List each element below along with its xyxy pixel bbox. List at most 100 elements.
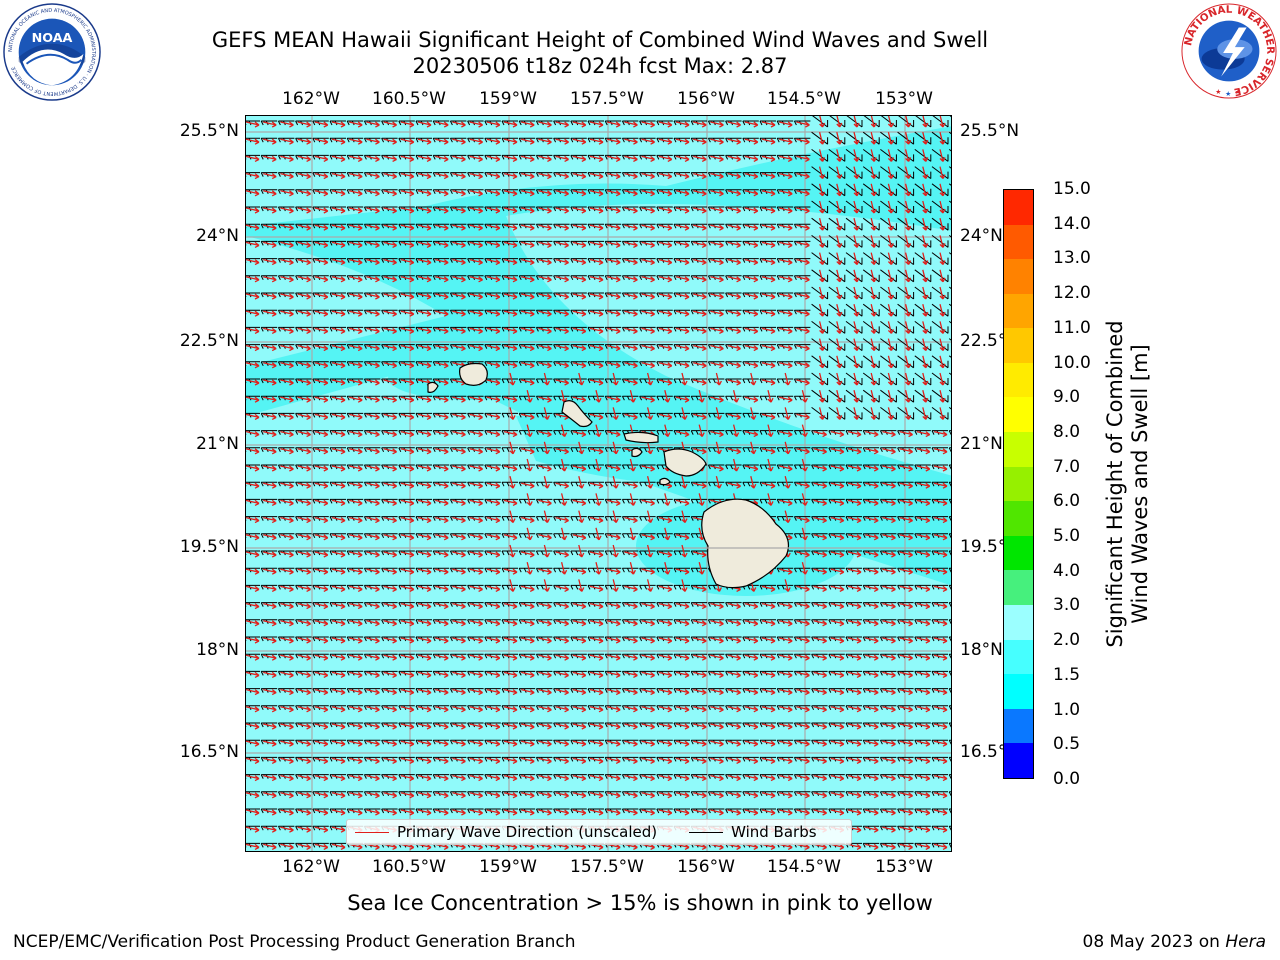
- wind-barb: [673, 550, 690, 556]
- wave-direction-arrow: [951, 672, 952, 677]
- wave-direction-arrow: [922, 338, 929, 352]
- wave-direction-arrow: [830, 499, 845, 506]
- wave-direction-arrow: [366, 740, 380, 747]
- wave-direction-arrow: [400, 121, 415, 128]
- wave-direction-arrow: [486, 396, 501, 403]
- wave-direction-arrow: [503, 276, 518, 283]
- wave-direction-arrow: [452, 190, 466, 197]
- wind-barb: [880, 321, 897, 334]
- wind-barb: [725, 430, 742, 435]
- wave-direction-arrow: [331, 774, 346, 782]
- wave-direction-arrow: [383, 276, 397, 283]
- wave-direction-arrow: [624, 551, 638, 558]
- wave-direction-arrow: [779, 637, 793, 644]
- wave-direction-arrow: [538, 809, 552, 816]
- wave-direction-arrow: [870, 355, 877, 369]
- wave-direction-arrow: [607, 688, 621, 696]
- wave-direction-arrow: [779, 138, 793, 145]
- wind-barb: [742, 378, 759, 384]
- wind-barb: [948, 653, 951, 659]
- wave-direction-arrow: [710, 602, 724, 610]
- wave-direction-arrow: [383, 654, 397, 661]
- wave-direction-arrow: [589, 190, 604, 197]
- wind-barb: [948, 481, 951, 487]
- wave-direction-arrow: [904, 372, 912, 386]
- wave-direction-arrow: [246, 723, 260, 730]
- wave-direction-arrow: [263, 826, 277, 833]
- wave-direction-arrow: [521, 172, 535, 180]
- wave-direction-arrow: [750, 441, 757, 455]
- wave-direction-arrow: [607, 671, 621, 678]
- wave-direction-arrow: [349, 207, 363, 214]
- wave-direction-arrow: [641, 172, 655, 180]
- wave-direction-arrow: [331, 241, 346, 248]
- wave-direction-arrow: [658, 654, 673, 661]
- wave-direction-arrow: [836, 166, 843, 180]
- wave-direction-arrow: [521, 241, 535, 248]
- wave-direction-arrow: [681, 407, 688, 420]
- wave-direction-arrow: [779, 276, 793, 283]
- wave-direction-arrow: [555, 155, 569, 162]
- wave-direction-arrow: [314, 671, 329, 678]
- wave-direction-arrow: [675, 310, 690, 317]
- wave-direction-arrow: [710, 241, 724, 248]
- wave-direction-arrow: [882, 482, 896, 489]
- wave-direction-arrow: [589, 362, 604, 369]
- wind-barb: [931, 131, 949, 145]
- lat-label-left: 22.5°N: [179, 331, 239, 351]
- wave-direction-arrow: [658, 344, 673, 352]
- wave-direction-arrow: [693, 241, 707, 248]
- wave-direction-arrow: [486, 499, 501, 506]
- wind-barb: [776, 584, 794, 590]
- wave-direction-arrow: [297, 190, 311, 197]
- wind-barb: [880, 217, 897, 231]
- wave-direction-arrow: [836, 269, 843, 283]
- wind-barb: [948, 447, 951, 453]
- wind-barb: [553, 533, 570, 539]
- wave-direction-arrow: [865, 792, 879, 799]
- wave-direction-arrow: [899, 499, 913, 506]
- wave-direction-arrow: [693, 310, 707, 317]
- wave-direction-arrow: [904, 321, 912, 334]
- wave-direction-arrow: [417, 362, 432, 369]
- wave-direction-arrow: [366, 379, 380, 386]
- wave-direction-arrow: [383, 396, 397, 403]
- wave-direction-arrow: [836, 407, 843, 420]
- wave-direction-arrow: [887, 183, 894, 197]
- wave-direction-arrow: [916, 826, 931, 833]
- wave-direction-arrow: [595, 493, 602, 506]
- wave-direction-arrow: [865, 757, 879, 764]
- wave-direction-arrow: [435, 774, 449, 782]
- wave-direction-arrow: [589, 551, 604, 558]
- wave-direction-arrow: [297, 585, 311, 592]
- colorbar-tick-label: 14.0: [1053, 213, 1091, 234]
- wave-direction-arrow: [538, 774, 552, 782]
- wave-direction-arrow: [452, 671, 466, 678]
- wave-direction-arrow: [246, 757, 260, 764]
- wave-direction-arrow: [538, 723, 552, 730]
- wave-direction-arrow: [693, 344, 707, 352]
- wave-direction-arrow: [750, 407, 757, 420]
- wave-direction-arrow: [899, 688, 913, 696]
- wave-direction-arrow: [349, 172, 363, 180]
- wave-direction-arrow: [675, 138, 690, 145]
- wave-direction-arrow: [744, 602, 759, 610]
- wave-direction-arrow: [589, 620, 604, 627]
- wave-direction-arrow: [853, 149, 860, 162]
- wind-barb: [932, 116, 949, 128]
- wave-direction-arrow: [246, 792, 260, 799]
- wave-direction-arrow: [331, 620, 346, 627]
- wave-direction-arrow: [331, 757, 346, 764]
- wave-direction-arrow: [612, 544, 619, 558]
- wave-direction-arrow: [744, 138, 759, 145]
- wave-direction-arrow: [693, 121, 707, 128]
- wind-barb: [845, 355, 863, 369]
- wave-direction-arrow: [555, 310, 569, 317]
- wave-direction-arrow: [710, 396, 724, 403]
- wave-direction-arrow: [417, 413, 432, 420]
- wave-direction-arrow: [555, 344, 569, 352]
- wave-direction-arrow: [314, 723, 329, 730]
- footer-credit: NCEP/EMC/Verification Post Processing Pr…: [13, 932, 576, 952]
- wave-direction-arrow: [331, 121, 346, 128]
- wave-direction-arrow: [589, 654, 604, 661]
